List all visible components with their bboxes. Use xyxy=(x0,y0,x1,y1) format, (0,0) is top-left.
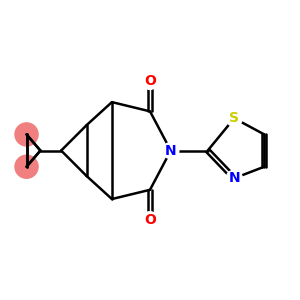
Text: N: N xyxy=(228,171,240,185)
Circle shape xyxy=(226,110,242,126)
Circle shape xyxy=(226,170,242,186)
Circle shape xyxy=(142,73,158,89)
Circle shape xyxy=(142,212,158,228)
Text: S: S xyxy=(229,111,239,125)
Circle shape xyxy=(163,142,179,159)
Text: O: O xyxy=(144,213,156,227)
Text: O: O xyxy=(144,74,156,88)
Circle shape xyxy=(15,123,38,146)
Text: N: N xyxy=(165,144,177,158)
Circle shape xyxy=(15,155,38,178)
